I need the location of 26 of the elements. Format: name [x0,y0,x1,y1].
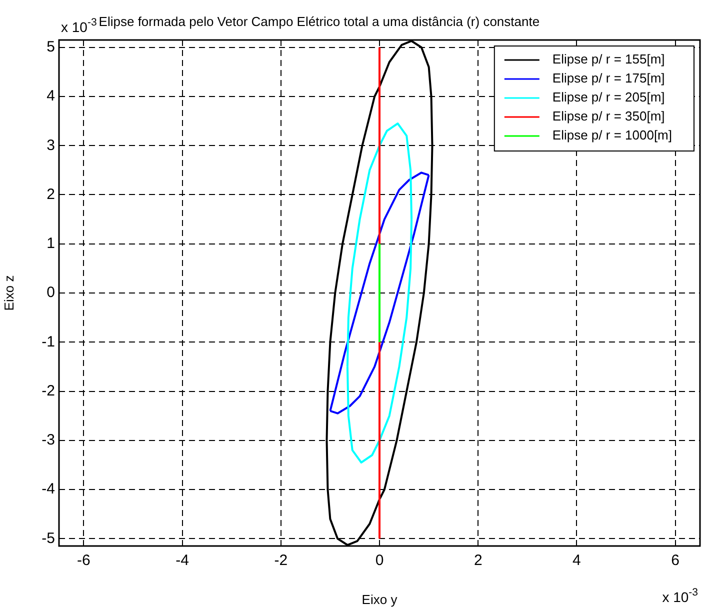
chart-title: Elipse formada pelo Vetor Campo Elétrico total a uma distância (r) constante [98,14,540,29]
y-tick-label: 4 [46,88,55,105]
legend-label: Elipse p/ r = 350[m] [552,108,665,124]
x-tick-label: 0 [375,552,384,570]
x-tick-label: 6 [671,552,680,570]
y-tick-label: -4 [42,480,55,498]
y-tick-label: 3 [46,136,55,154]
x-axis-title: Eixo y [362,592,398,607]
y-tick-label: -5 [42,530,55,547]
y-tick-label: -2 [42,382,55,400]
x-tick-label: -4 [176,552,189,570]
x-tick-label: 4 [572,552,581,570]
y-tick-label: -3 [42,432,55,449]
y-tick-label: 2 [46,186,55,203]
legend-label: Elipse p/ r = 205[m] [552,90,665,105]
legend-label: Elipse p/ r = 175[m] [552,70,665,86]
y-tick-label: 0 [46,284,55,302]
x-tick-label: -6 [76,552,90,570]
y-tick-label: 5 [46,38,55,56]
x-tick-label: -2 [274,552,288,570]
y-tick-label: 1 [46,235,55,252]
x-tick-label: 2 [474,552,482,570]
legend-label: Elipse p/ r = 155[m] [552,52,665,67]
legend-label: Elipse p/ r = 1000[m] [552,128,672,143]
y-axis-title: Eixo z [1,275,16,311]
y-tick-label: -1 [42,333,55,350]
